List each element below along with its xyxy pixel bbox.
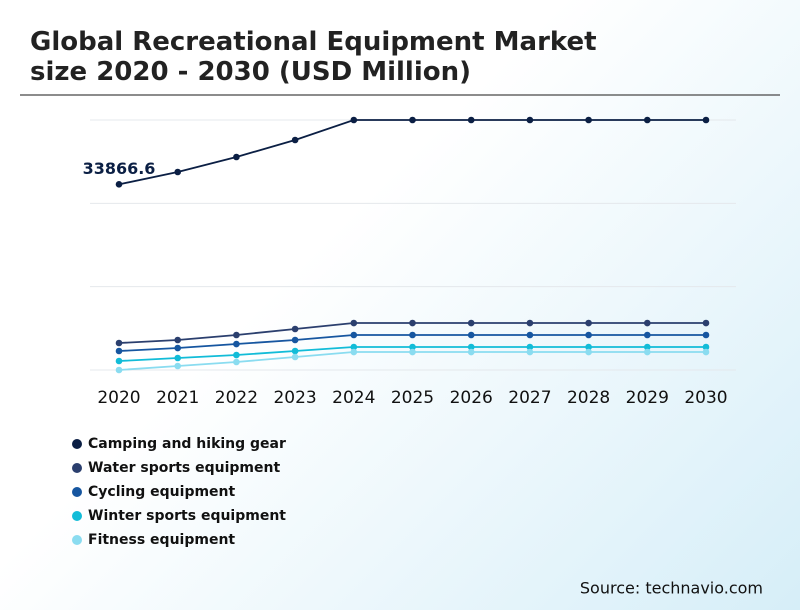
data-label: 33866.6 bbox=[83, 159, 156, 178]
data-point bbox=[644, 348, 651, 356]
data-point bbox=[585, 331, 592, 339]
data-point bbox=[644, 343, 651, 351]
legend-marker bbox=[72, 535, 82, 545]
chart-title: Global Recreational Equipment Market size… bbox=[30, 27, 597, 87]
x-tick-label: 2029 bbox=[626, 388, 669, 408]
source: Source: technavio.com bbox=[580, 579, 763, 598]
x-tick-label: 2030 bbox=[684, 388, 727, 408]
data-point bbox=[291, 353, 299, 361]
data-point bbox=[174, 168, 181, 176]
data-point bbox=[233, 153, 240, 161]
x-tick-label: 2025 bbox=[391, 388, 434, 408]
data-point bbox=[233, 351, 240, 359]
data-point bbox=[644, 319, 651, 327]
x-tick-label: 2026 bbox=[450, 388, 493, 408]
legend-label: Cycling equipment bbox=[88, 484, 236, 500]
data-point bbox=[585, 343, 592, 351]
data-point bbox=[526, 348, 534, 356]
data-point bbox=[115, 339, 123, 347]
legend-marker bbox=[72, 487, 82, 497]
data-point bbox=[644, 331, 651, 339]
data-point bbox=[702, 319, 710, 327]
data-point bbox=[350, 319, 358, 327]
data-point bbox=[291, 347, 299, 355]
legend-label: Camping and hiking gear bbox=[88, 436, 286, 452]
x-tick-label: 2022 bbox=[215, 388, 258, 408]
data-point bbox=[585, 116, 592, 124]
data-point bbox=[467, 319, 475, 327]
x-tick-label: 2027 bbox=[508, 388, 551, 408]
data-point bbox=[409, 348, 416, 356]
data-point bbox=[702, 348, 710, 356]
data-point bbox=[291, 336, 299, 344]
data-point bbox=[409, 331, 416, 339]
data-point bbox=[526, 331, 534, 339]
data-point bbox=[526, 319, 534, 327]
data-point bbox=[291, 325, 299, 333]
data-point bbox=[409, 116, 416, 124]
data-point bbox=[233, 331, 240, 339]
data-point bbox=[233, 340, 240, 348]
data-point bbox=[585, 319, 592, 327]
data-point bbox=[467, 116, 475, 124]
legend-marker bbox=[72, 511, 82, 521]
data-point bbox=[233, 358, 240, 366]
data-point bbox=[467, 348, 475, 356]
legend-label: Water sports equipment bbox=[88, 460, 280, 476]
data-point bbox=[291, 136, 299, 144]
data-point bbox=[644, 116, 651, 124]
data-point bbox=[350, 348, 358, 356]
legend-label: Winter sports equipment bbox=[88, 508, 286, 524]
data-point bbox=[115, 357, 123, 365]
data-point bbox=[350, 343, 358, 351]
x-tick-label: 2023 bbox=[273, 388, 316, 408]
data-point bbox=[702, 343, 710, 351]
legend-label: Fitness equipment bbox=[88, 532, 235, 548]
data-point bbox=[467, 331, 475, 339]
x-tick-label: 2024 bbox=[332, 388, 375, 408]
data-point bbox=[115, 366, 123, 374]
x-tick-label: 2021 bbox=[156, 388, 199, 408]
data-point bbox=[702, 331, 710, 339]
data-point bbox=[174, 336, 181, 344]
data-point bbox=[702, 116, 710, 124]
data-point bbox=[115, 181, 123, 188]
data-point bbox=[409, 343, 416, 351]
data-point bbox=[526, 343, 534, 351]
legend-marker bbox=[72, 439, 82, 449]
data-point bbox=[585, 348, 592, 356]
data-point bbox=[350, 331, 358, 339]
data-point bbox=[526, 116, 534, 124]
data-point bbox=[467, 343, 475, 351]
data-point bbox=[174, 344, 181, 352]
data-point bbox=[174, 354, 181, 362]
data-point bbox=[174, 362, 181, 370]
x-tick-label: 2028 bbox=[567, 388, 610, 408]
data-point bbox=[115, 347, 123, 355]
series-line bbox=[118, 119, 706, 186]
data-point bbox=[350, 116, 358, 124]
x-tick-label: 2020 bbox=[97, 388, 140, 408]
legend-marker bbox=[72, 463, 82, 473]
data-point bbox=[409, 319, 416, 327]
